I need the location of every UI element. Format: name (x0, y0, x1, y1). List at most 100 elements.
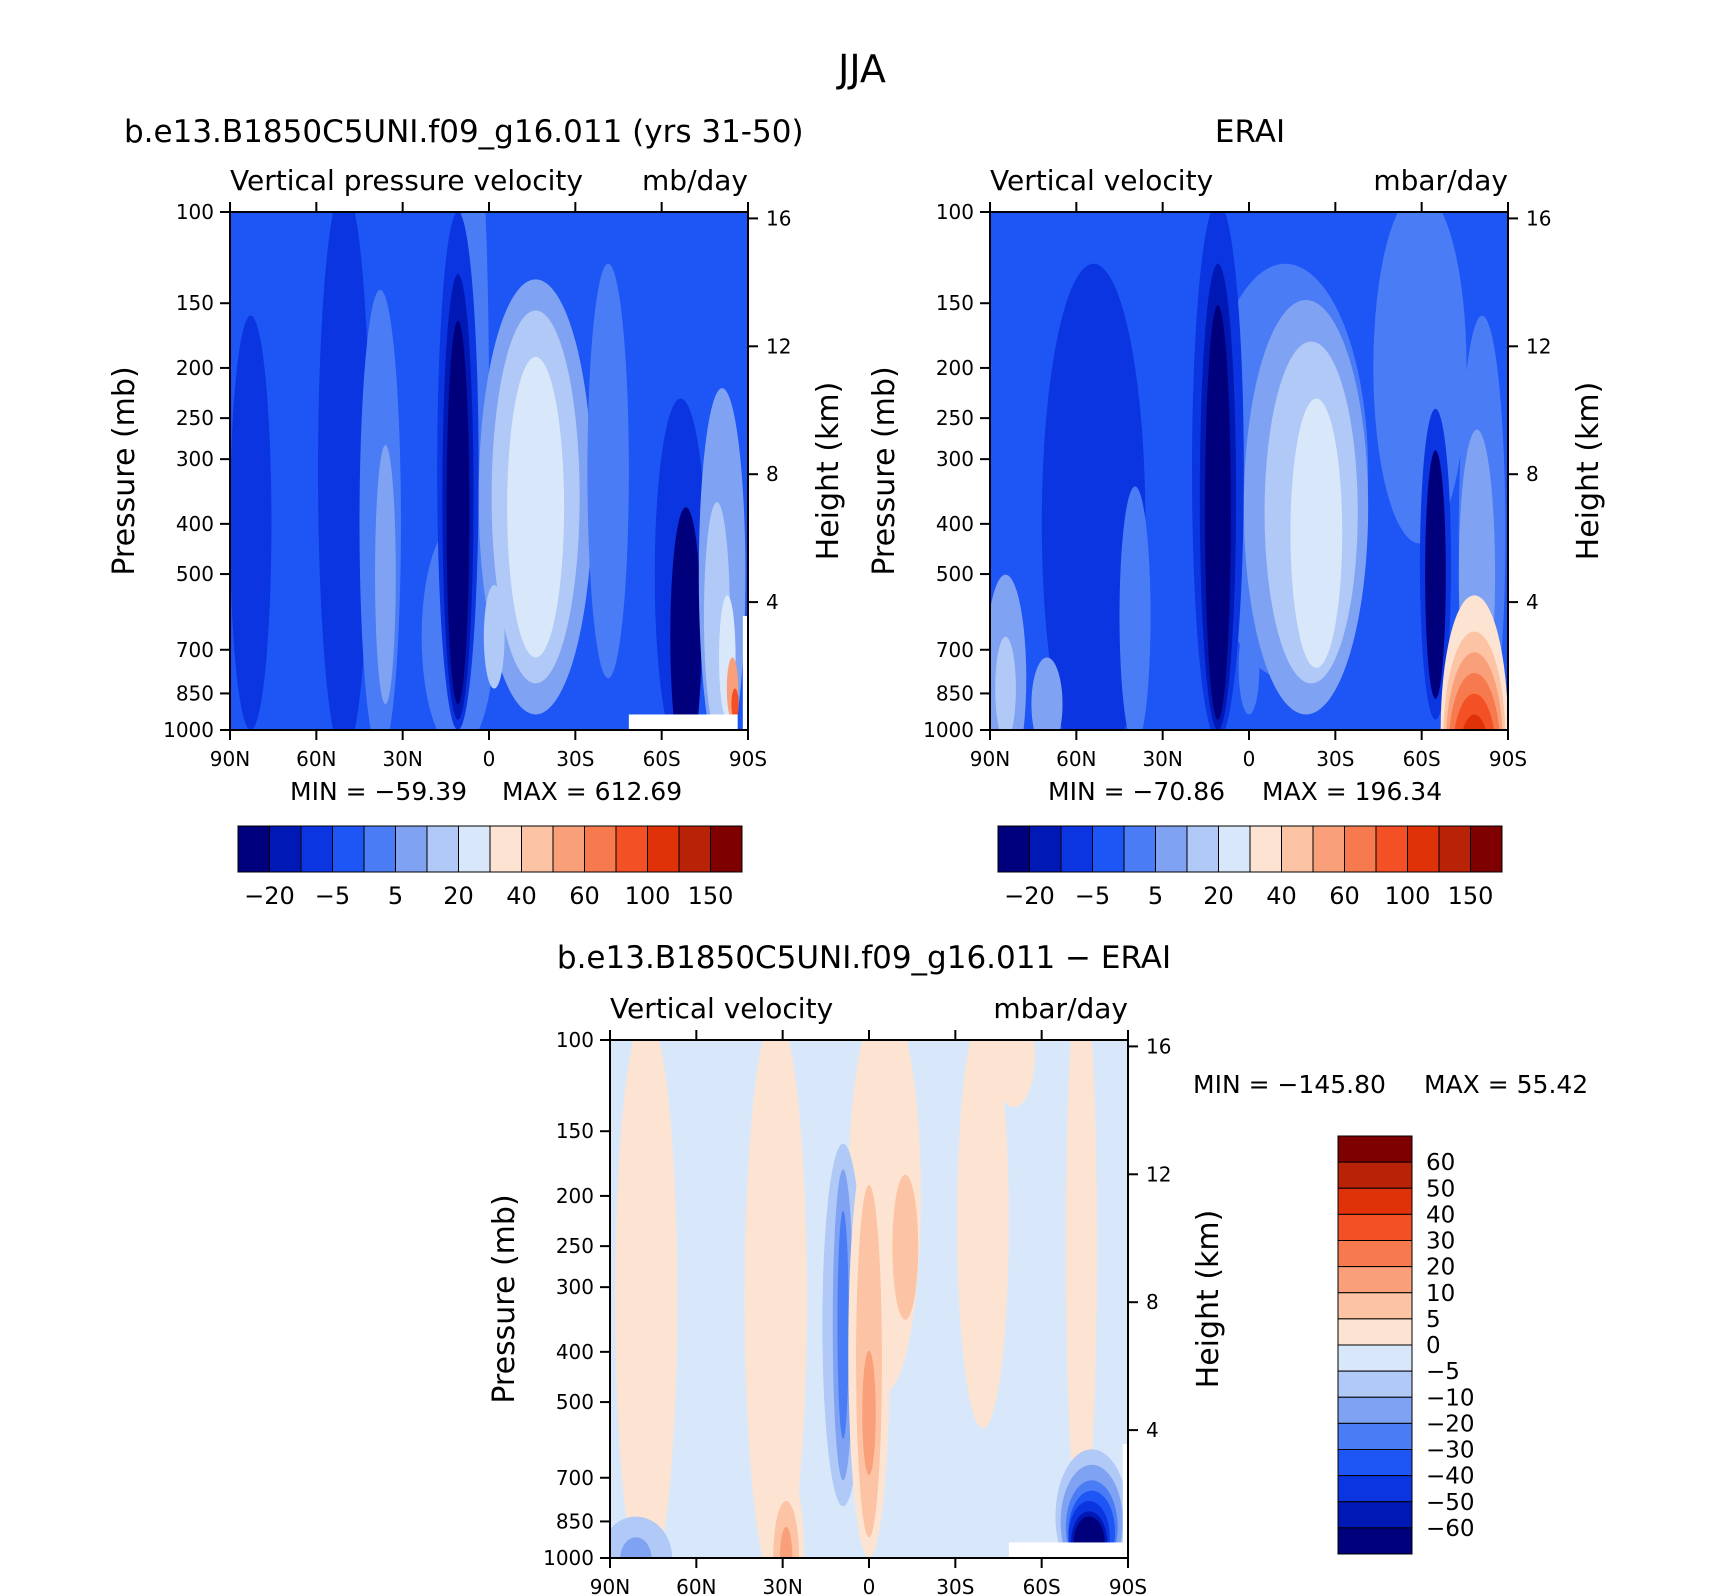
colorbar-label: 150 (688, 882, 734, 910)
x-tick-label: 90N (210, 747, 250, 771)
units-label: mb/day (642, 164, 748, 197)
colorbar-box (1312, 825, 1345, 873)
x-tick-label: 30N (382, 747, 422, 771)
panel-model: b.e13.B1850C5UNI.f09_g16.011 (yrs 31-50)… (107, 114, 846, 910)
colorbar-box (710, 825, 743, 873)
y-tick-label: 250 (176, 406, 214, 430)
colorbar-box (395, 825, 428, 873)
colorbar-label: 5 (1426, 1307, 1441, 1333)
y-tick-label: 1000 (923, 718, 974, 742)
colorbar-box (1337, 1240, 1413, 1268)
colorbar-box (1123, 825, 1156, 873)
y-tick-label: 150 (936, 291, 974, 315)
colorbar-box (1438, 825, 1471, 873)
y-tick-label: 300 (556, 1275, 594, 1299)
colorbar-label: 5 (1148, 882, 1163, 910)
colorbar-label: 100 (625, 882, 671, 910)
x-tick-label: 60S (1403, 747, 1441, 771)
colorbar-label: 60 (1426, 1150, 1455, 1176)
y-tick-label: 300 (176, 447, 214, 471)
y-right-tick-label: 8 (1526, 462, 1539, 486)
colorbar-box (1407, 825, 1440, 873)
colorbar-box (1337, 1527, 1413, 1555)
colorbar-label: 40 (1426, 1202, 1455, 1228)
colorbar-box (300, 825, 333, 873)
x-tick-label: 30N (1142, 747, 1182, 771)
colorbar-box (1060, 825, 1093, 873)
y-tick-label: 250 (556, 1234, 594, 1258)
colorbar-box (1337, 1318, 1413, 1346)
colorbar-box (1337, 1396, 1413, 1424)
x-tick-label: 30S (556, 747, 594, 771)
colorbar-label: 20 (1426, 1255, 1455, 1281)
colorbar-label: 60 (569, 882, 600, 910)
y-tick-label: 200 (556, 1184, 594, 1208)
colorbar-box (1337, 1161, 1413, 1189)
colorbar-box (678, 825, 711, 873)
colorbar-box (1249, 825, 1282, 873)
y-tick-label: 200 (176, 356, 214, 380)
colorbar-box (237, 825, 270, 873)
colorbar-box (997, 825, 1030, 873)
y-tick-label: 1000 (543, 1546, 594, 1570)
colorbar-box (1337, 1501, 1413, 1529)
colorbar-box (552, 825, 585, 873)
x-tick-label: 60S (643, 747, 681, 771)
max-label: MAX = 196.34 (1262, 777, 1442, 806)
min-label: MIN = −59.39 (290, 777, 467, 806)
x-tick-label: 60N (1056, 747, 1096, 771)
x-tick-label: 60N (676, 1575, 716, 1596)
colorbar-label: 100 (1385, 882, 1431, 910)
colorbar-label: −60 (1426, 1516, 1475, 1542)
x-tick-label: 60S (1023, 1575, 1061, 1596)
contour-field (230, 212, 748, 730)
units-label: mbar/day (993, 992, 1128, 1025)
contour-field (610, 1040, 1128, 1558)
y-tick-label: 700 (936, 638, 974, 662)
y-tick-label: 500 (936, 562, 974, 586)
panel-erai: ERAI Vertical velocity mbar/day 100 150 20… (867, 114, 1606, 910)
max-label: MAX = 612.69 (502, 777, 682, 806)
y-right-tick-label: 8 (766, 462, 779, 486)
case-title: b.e13.B1850C5UNI.f09_g16.011 − ERAI (557, 940, 1171, 976)
y-tick-label: 850 (556, 1509, 594, 1533)
y-right-tick-label: 12 (1526, 334, 1551, 358)
colorbar-box (1337, 1344, 1413, 1372)
field-label: Vertical velocity (990, 164, 1213, 197)
colorbar-box (1375, 825, 1408, 873)
colorbar-box (647, 825, 680, 873)
colorbar-label: 30 (1426, 1229, 1455, 1255)
y-tick-label: 100 (936, 200, 974, 224)
colorbar-label: 5 (388, 882, 403, 910)
colorbar-label: −30 (1426, 1438, 1475, 1464)
colorbar-box (1281, 825, 1314, 873)
field-label: Vertical velocity (610, 992, 833, 1025)
y-right-tick-label: 16 (766, 206, 791, 230)
colorbar-label: −10 (1426, 1385, 1475, 1411)
colorbar-label: −5 (1426, 1359, 1460, 1385)
x-tick-label: 0 (483, 747, 496, 771)
y-right-tick-label: 4 (1526, 590, 1539, 614)
colorbar-label: 20 (443, 882, 474, 910)
y-tick-label: 500 (556, 1390, 594, 1414)
colorbar-box (1337, 1266, 1413, 1294)
colorbar-label: −5 (315, 882, 350, 910)
y-tick-label: 850 (176, 681, 214, 705)
x-tick-label: 90S (1109, 1575, 1147, 1596)
y-tick-label: 100 (176, 200, 214, 224)
y-tick-label: 150 (556, 1119, 594, 1143)
y-tick-label: 850 (936, 681, 974, 705)
colorbar-box (1092, 825, 1125, 873)
colorbar-box (1337, 1475, 1413, 1503)
colorbar-label: −20 (1004, 882, 1055, 910)
colorbar-box (1337, 1292, 1413, 1320)
x-tick-label: 90N (590, 1575, 630, 1596)
min-label: MIN = −145.80 (1193, 1070, 1386, 1099)
colorbar-label: 20 (1203, 882, 1234, 910)
colorbar-label: −40 (1426, 1464, 1475, 1490)
colorbar-box (1344, 825, 1377, 873)
y-axis-label: Pressure (mb) (107, 366, 142, 575)
colorbar-label: 50 (1426, 1176, 1455, 1202)
colorbar-box (1186, 825, 1219, 873)
